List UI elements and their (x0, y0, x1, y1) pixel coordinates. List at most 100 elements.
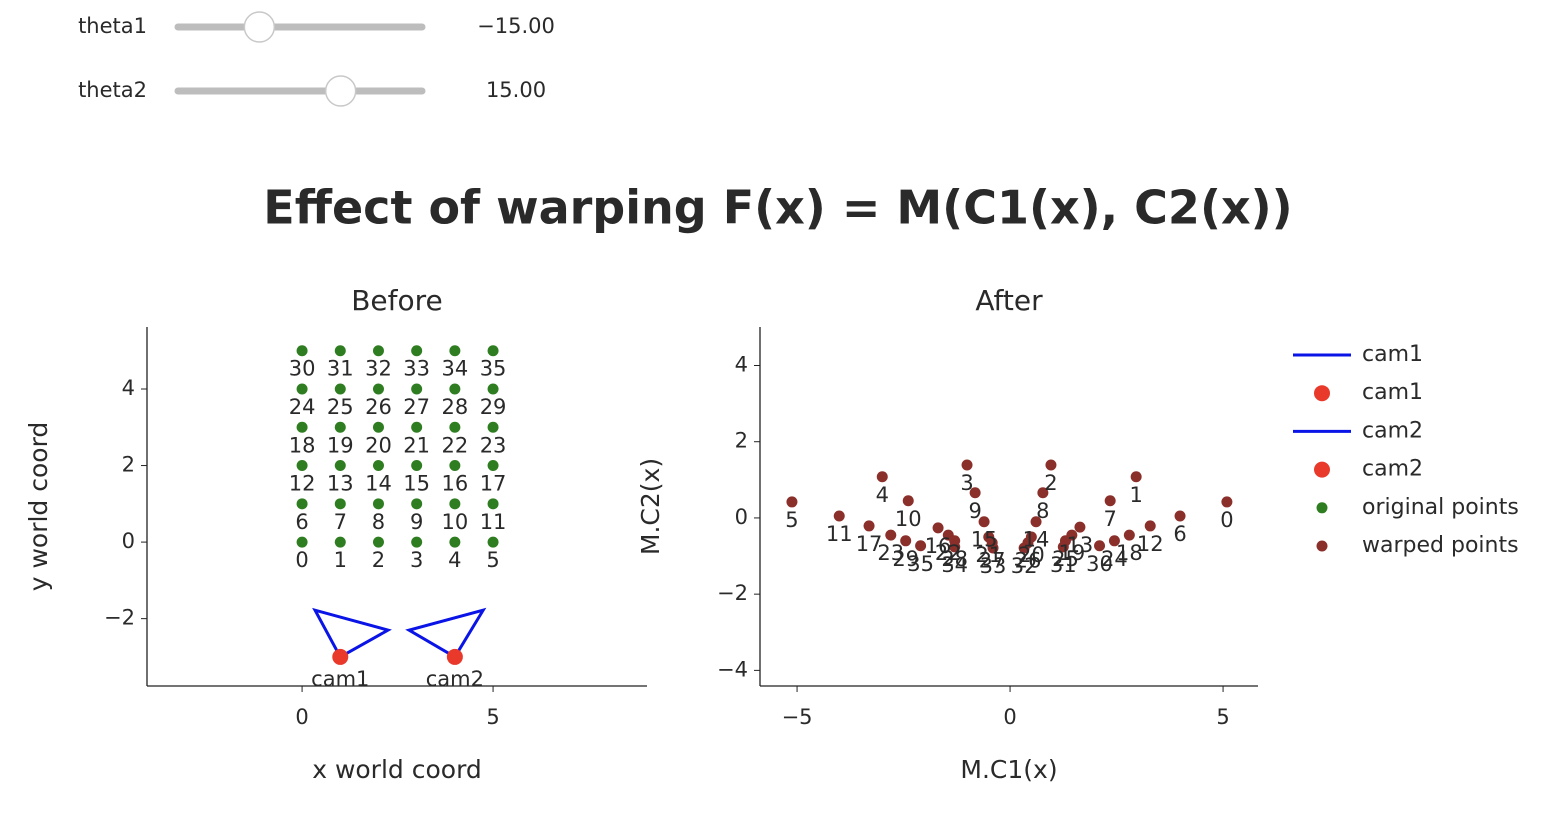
point (1123, 529, 1135, 541)
point (1018, 542, 1030, 554)
point-label: 29 (480, 395, 507, 419)
point (372, 498, 384, 510)
point-label: 35 (480, 357, 507, 381)
point-label: 1 (334, 548, 347, 572)
point-label: 23 (480, 433, 507, 457)
point-label: 34 (941, 553, 968, 577)
legend-entry[interactable]: cam2 (1362, 418, 1423, 443)
x-tick-label: 5 (486, 705, 499, 729)
point-label: 11 (480, 510, 507, 534)
y-tick-label: −4 (717, 657, 748, 681)
point (372, 460, 384, 472)
point (411, 421, 423, 433)
legend-entry[interactable]: cam1 (1362, 380, 1423, 405)
camera-marker (446, 648, 463, 665)
subplot-title: After (975, 284, 1043, 317)
point (932, 522, 944, 534)
point-label: 7 (334, 510, 347, 534)
point (900, 535, 912, 547)
point (902, 495, 914, 507)
legend-symbol (1316, 502, 1328, 514)
point (786, 496, 798, 508)
point (334, 383, 346, 395)
point (372, 383, 384, 395)
point (487, 536, 499, 548)
point (449, 498, 461, 510)
point-label: 18 (289, 433, 316, 457)
legend-entry[interactable]: original points (1362, 495, 1519, 520)
point-label: 8 (1036, 499, 1049, 523)
point-label: 0 (1220, 508, 1233, 532)
point-label: 16 (925, 534, 952, 558)
slider-knob[interactable] (243, 11, 276, 43)
point (833, 510, 845, 522)
legend-entry[interactable]: cam2 (1362, 457, 1423, 482)
point-label: 24 (289, 395, 316, 419)
subplot-title: Before (351, 284, 443, 317)
x-tick-label: −5 (782, 705, 813, 729)
point-label: 32 (1011, 554, 1038, 578)
point-label: 14 (365, 472, 392, 496)
legend-symbol (1316, 540, 1328, 552)
point (334, 460, 346, 472)
point (1094, 540, 1106, 552)
y-tick-label: −2 (717, 581, 748, 605)
point-label: 27 (403, 395, 430, 419)
point-label: 30 (1086, 552, 1113, 576)
point (296, 460, 308, 472)
point (372, 345, 384, 357)
point (296, 383, 308, 395)
y-tick-label: 4 (122, 376, 135, 400)
point (296, 498, 308, 510)
point-label: 17 (480, 472, 507, 496)
point-label: 29 (892, 547, 919, 571)
point-label: 5 (785, 508, 798, 532)
y-tick-label: 4 (735, 352, 748, 376)
point (1057, 541, 1069, 553)
x-tick-label: 0 (295, 705, 308, 729)
point (1144, 520, 1156, 532)
point-label: cam1 (311, 667, 369, 691)
point-label: 14 (1023, 528, 1050, 552)
point (961, 459, 973, 471)
point-label: 23 (877, 541, 904, 565)
point-label: 25 (327, 395, 354, 419)
point-label: 21 (975, 543, 1002, 567)
slider-knob[interactable] (324, 75, 357, 107)
point (1074, 521, 1086, 533)
point-label: 5 (486, 548, 499, 572)
point-label: 8 (372, 510, 385, 534)
point (885, 529, 897, 541)
point-label: 26 (365, 395, 392, 419)
legend-entry[interactable]: cam1 (1362, 342, 1423, 367)
point-label: 19 (1058, 541, 1085, 565)
point-label: 13 (1067, 533, 1094, 557)
legend-entry[interactable]: warped points (1362, 533, 1519, 558)
x-axis-title: x world coord (312, 755, 482, 784)
point (1037, 487, 1049, 499)
point (411, 536, 423, 548)
point-label: 26 (1015, 549, 1042, 573)
x-axis-title: M.C1(x) (960, 755, 1057, 784)
point-label: 9 (410, 510, 423, 534)
point-label: 35 (907, 552, 934, 576)
point (449, 536, 461, 548)
point-label: 30 (289, 357, 316, 381)
point-label: 1 (1129, 483, 1142, 507)
point (411, 460, 423, 472)
point-label: 28 (941, 547, 968, 571)
point (949, 541, 961, 553)
point-label: 7 (1103, 507, 1116, 531)
point-label: 31 (1050, 553, 1077, 577)
y-tick-label: 0 (122, 529, 135, 553)
point-label: 3 (410, 548, 423, 572)
point-label: 4 (876, 483, 889, 507)
point (1221, 496, 1233, 508)
camera-marker (332, 648, 349, 665)
point-label: 3 (960, 471, 973, 495)
point (296, 421, 308, 433)
point (411, 498, 423, 510)
point-label: 33 (403, 357, 430, 381)
